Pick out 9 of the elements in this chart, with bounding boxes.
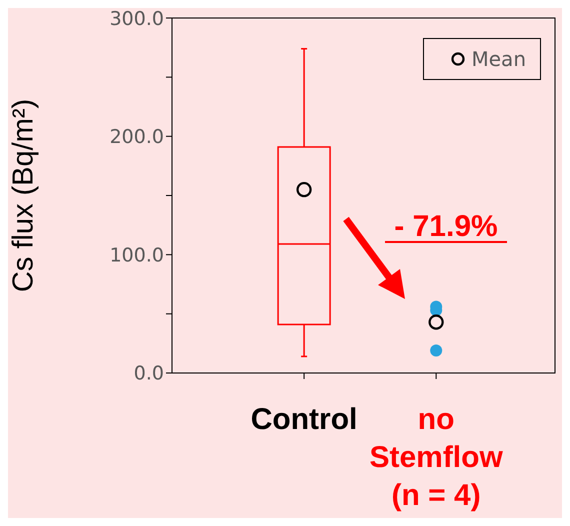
y-tick-label: 100.0 bbox=[110, 244, 164, 266]
legend-label: Mean bbox=[472, 47, 526, 71]
y-axis-title: Cs flux (Bq/m²) bbox=[7, 98, 40, 292]
y-tick-label: 300.0 bbox=[110, 8, 164, 30]
x-tick-label: no Stemflow (n = 4) bbox=[369, 403, 504, 512]
y-tick-label: 0.0 bbox=[134, 362, 164, 385]
y-tick-label: 200.0 bbox=[110, 126, 164, 148]
annotation: - 71.9% bbox=[394, 210, 498, 243]
x-tick-label: Control bbox=[250, 403, 358, 436]
